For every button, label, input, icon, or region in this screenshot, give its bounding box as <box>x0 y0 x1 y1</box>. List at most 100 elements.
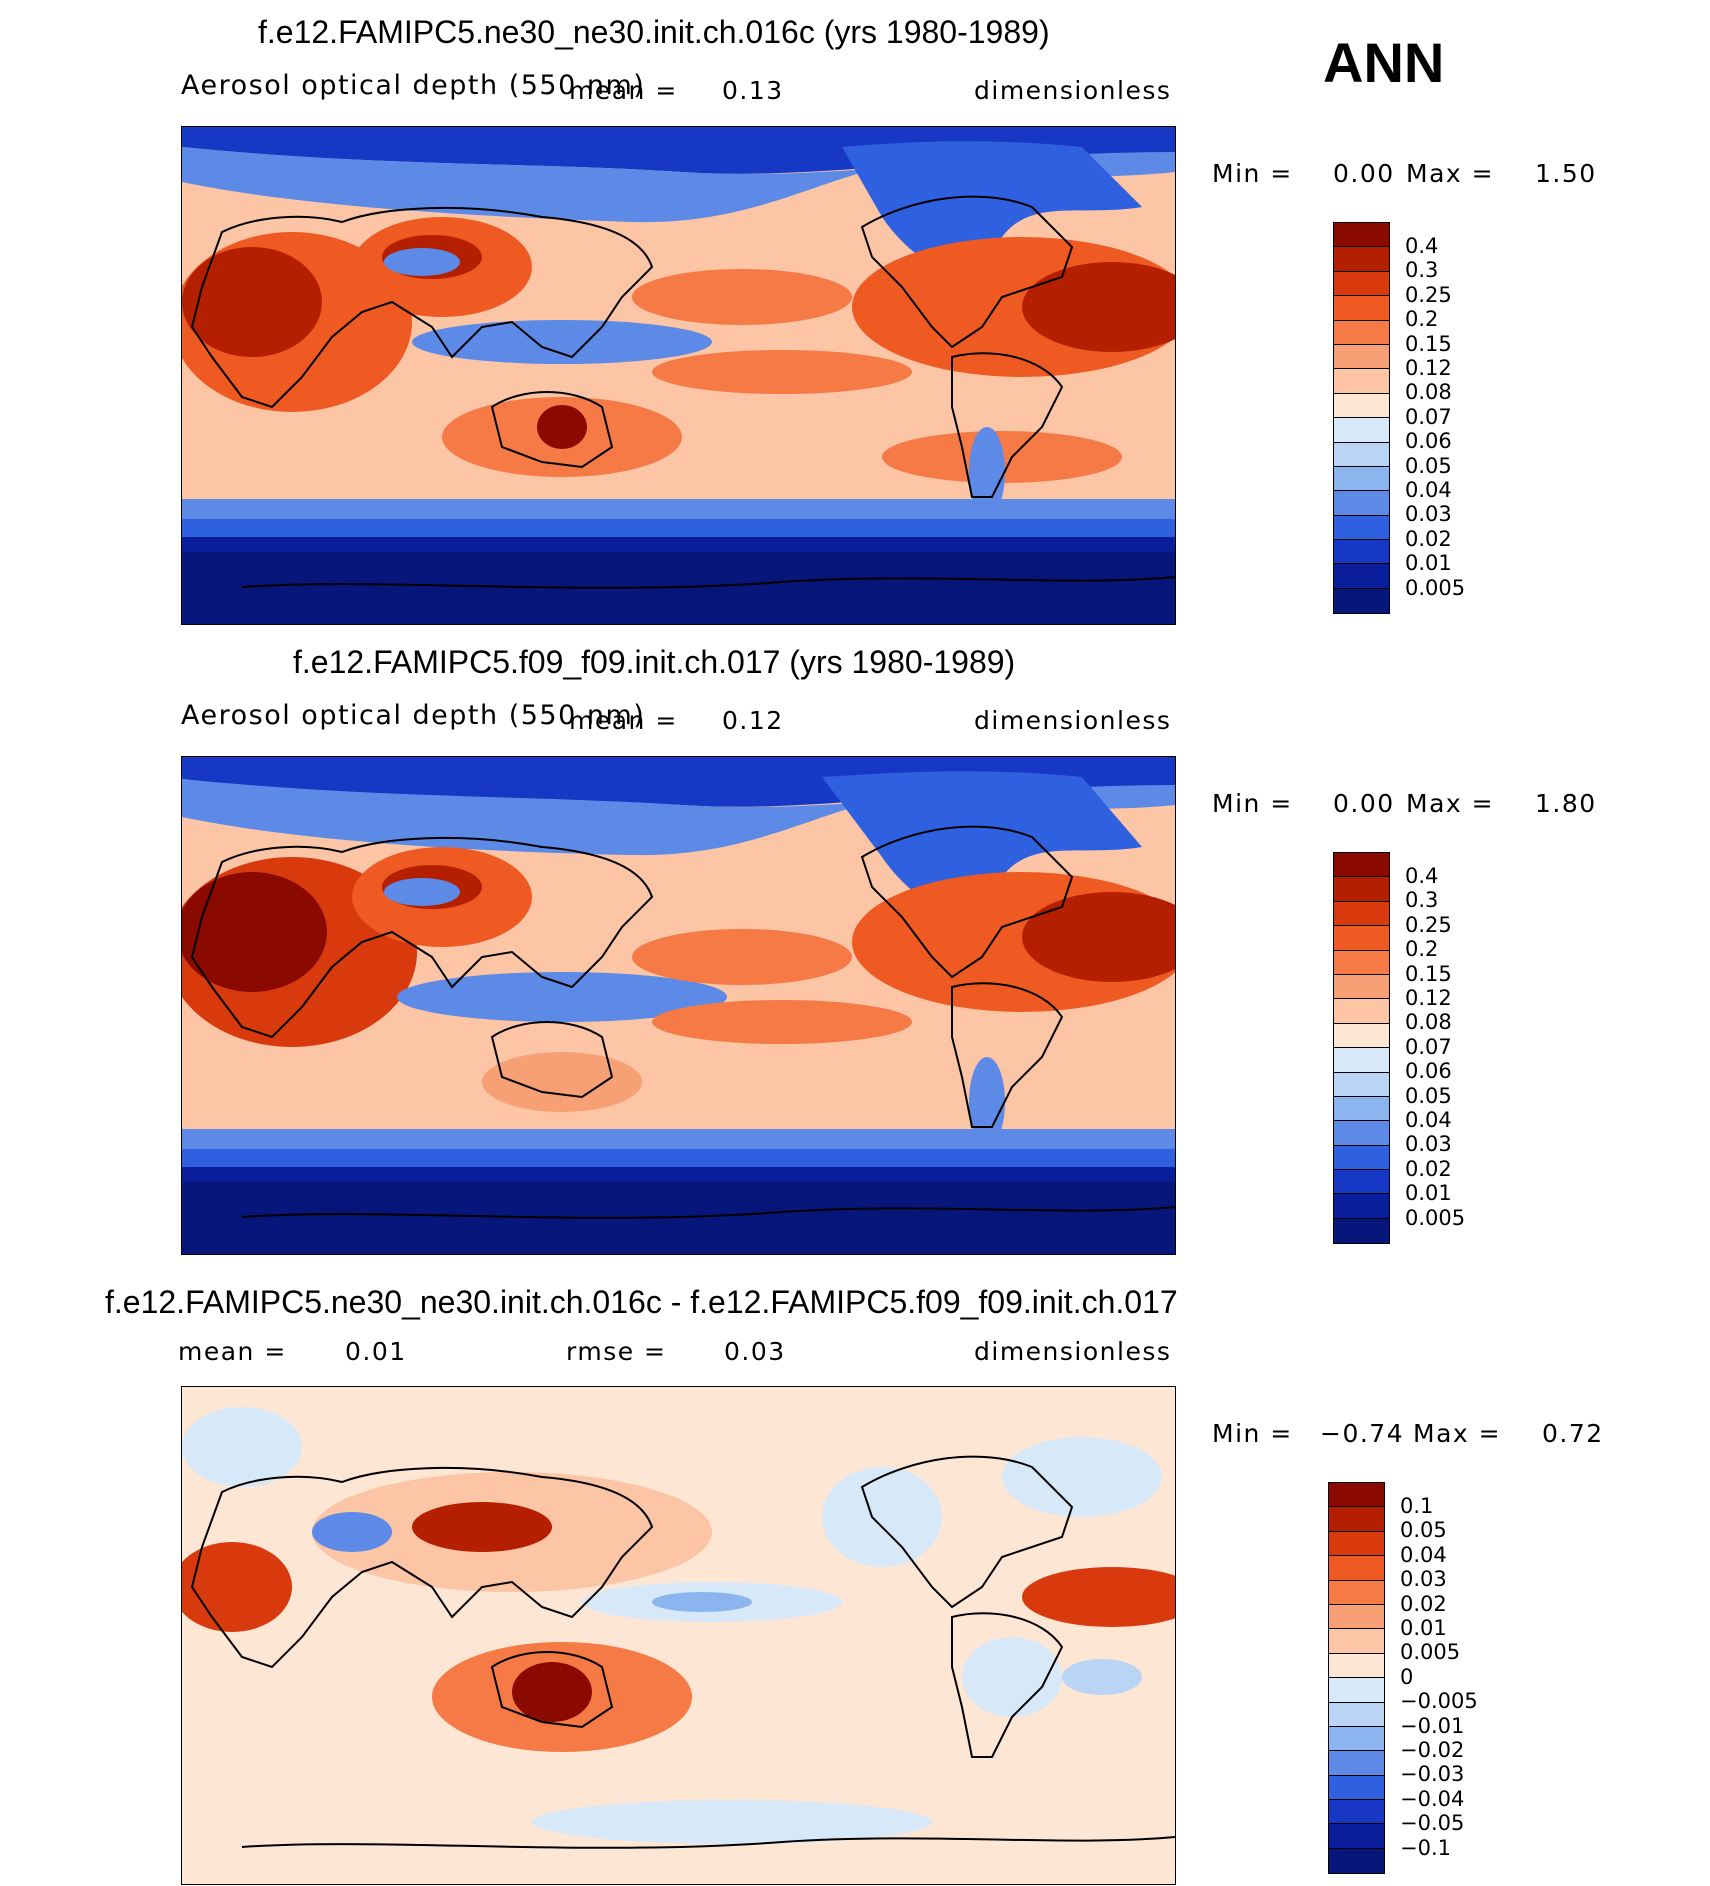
colorbar-swatch <box>1334 223 1389 248</box>
atlantic-high <box>1022 1567 1175 1627</box>
panel-2-min-label: Min = <box>1212 789 1293 818</box>
colorbar-swatch <box>1334 1023 1389 1049</box>
colorbar-swatch <box>1334 1048 1389 1073</box>
panel-1-mean-label: mean = <box>569 76 678 105</box>
colorbar-tick-label: 0.01 <box>1400 1616 1447 1640</box>
colorbar-tick-label: 0.05 <box>1405 1084 1452 1108</box>
colorbar-swatch <box>1334 974 1389 1000</box>
sahara-core <box>182 247 322 357</box>
atlantic-core <box>1022 892 1175 982</box>
colorbar-swatch <box>1334 515 1389 541</box>
colorbar-tick-label: −0.02 <box>1400 1738 1465 1762</box>
colorbar-tick-label: −0.1 <box>1400 1836 1451 1860</box>
colorbar-swatch <box>1329 1556 1384 1581</box>
colorbar-swatch <box>1334 540 1389 565</box>
colorbar-swatch <box>1329 1580 1384 1605</box>
colorbar-swatch <box>1334 271 1389 297</box>
colorbar-swatch <box>1334 491 1389 516</box>
colorbar-swatch <box>1334 950 1389 975</box>
colorbar-tick-label: 0.02 <box>1405 1157 1452 1181</box>
north-america-arctic-low <box>822 771 1142 927</box>
coastlines <box>190 1455 1175 1849</box>
colorbar-tick-label: 0.05 <box>1400 1518 1447 1542</box>
colorbar-swatch <box>1334 320 1389 345</box>
colorbar-tick-label: 0.2 <box>1405 307 1439 331</box>
colorbar-swatch <box>1334 369 1389 394</box>
panel-3-title: f.e12.FAMIPC5.ne30_ne30.init.ch.016c - f… <box>105 1284 1178 1320</box>
colorbar-swatch <box>1329 1531 1384 1557</box>
colorbar-tick-label: −0.03 <box>1400 1762 1465 1786</box>
north-america-arctic-low <box>842 141 1142 287</box>
colorbar-swatch <box>1334 901 1389 927</box>
colorbar-swatch <box>1334 1194 1389 1219</box>
panel-3-min-label: Min = <box>1212 1419 1293 1448</box>
south-pacific-band <box>652 350 912 394</box>
panel-1-mean-value: 0.13 <box>722 76 784 105</box>
colorbar-swatch <box>1329 1678 1384 1703</box>
colorbar-tick-label: 0.2 <box>1405 937 1439 961</box>
colorbar-swatch <box>1329 1702 1384 1727</box>
colorbar-tick-label: 0.02 <box>1400 1592 1447 1616</box>
andes-low <box>969 1057 1005 1147</box>
panel-1-min-value: 0.00 <box>1333 159 1395 188</box>
colorbar-swatch <box>1329 1775 1384 1801</box>
season-label: ANN <box>1323 31 1445 94</box>
panel-2-units: dimensionless <box>974 706 1172 735</box>
colorbar-swatch <box>1334 1072 1389 1097</box>
panel-2-max-value: 1.80 <box>1535 789 1597 818</box>
antarctic-band <box>182 552 1175 624</box>
panel-2-map-svg <box>182 757 1175 1254</box>
colorbar-swatch <box>1334 247 1389 272</box>
colorbar-tick-label: −0.005 <box>1400 1689 1478 1713</box>
panel-3-rmse-value: 0.03 <box>724 1337 786 1366</box>
australia-core <box>512 1662 592 1722</box>
colorbar-tick-label: 0.4 <box>1405 864 1439 888</box>
colorbar-swatch <box>1334 877 1389 902</box>
north-pacific-high <box>632 929 852 985</box>
panel-2-variable: Aerosol optical depth (550 nm) <box>181 700 646 731</box>
colorbar-tick-label: 0.01 <box>1405 1181 1452 1205</box>
colorbar-tick-label: 0.005 <box>1405 1206 1466 1230</box>
colorbar-swatch <box>1334 588 1389 614</box>
colorbar-tick-label: 0.12 <box>1405 356 1452 380</box>
colorbar-tick-label: 0.25 <box>1405 913 1452 937</box>
pacific-low-core <box>652 1592 752 1612</box>
panel-2-min-value: 0.00 <box>1333 789 1395 818</box>
colorbar-swatch <box>1334 1218 1389 1244</box>
colorbar-tick-label: 0.06 <box>1405 1059 1452 1083</box>
antarctic-band <box>182 1182 1175 1254</box>
colorbar-tick-label: 0.15 <box>1405 962 1452 986</box>
panel-3-min-value: −0.74 <box>1320 1419 1405 1448</box>
colorbar-swatch <box>1334 1121 1389 1146</box>
tibet-low <box>384 248 460 276</box>
panel-2-colorbar <box>1333 852 1390 1244</box>
panel-1-units: dimensionless <box>974 76 1172 105</box>
colorbar-swatch <box>1334 466 1389 492</box>
panel-1-colorbar <box>1333 222 1390 614</box>
coastlines <box>190 195 1175 589</box>
south-atlantic-low <box>1062 1659 1142 1695</box>
europe-low <box>182 1407 302 1487</box>
colorbar-swatch <box>1334 1170 1389 1195</box>
colorbar-tick-label: 0.05 <box>1405 454 1452 478</box>
colorbar-tick-label: 0.3 <box>1405 258 1439 282</box>
colorbar-tick-label: 0.03 <box>1400 1567 1447 1591</box>
panel-1-map-svg <box>182 127 1175 624</box>
colorbar-tick-label: 0.06 <box>1405 429 1452 453</box>
colorbar-tick-label: 0.4 <box>1405 234 1439 258</box>
panel-3-colorbar <box>1328 1482 1385 1874</box>
colorbar-tick-label: 0.3 <box>1405 888 1439 912</box>
north-america-low <box>822 1467 942 1567</box>
colorbar-swatch <box>1334 564 1389 589</box>
colorbar-tick-label: 0.1 <box>1400 1494 1434 1518</box>
colorbar-tick-label: 0.03 <box>1405 502 1452 526</box>
panel-3-mean-value: 0.01 <box>345 1337 407 1366</box>
andes-low <box>969 427 1005 517</box>
colorbar-tick-label: 0.04 <box>1400 1543 1447 1567</box>
australia-high <box>482 1052 642 1112</box>
maritime-low <box>397 972 727 1022</box>
colorbar-tick-label: −0.05 <box>1400 1811 1465 1835</box>
sahara-core <box>182 872 327 992</box>
panel-1-max-value: 1.50 <box>1535 159 1597 188</box>
greenland-low <box>1002 1437 1162 1517</box>
